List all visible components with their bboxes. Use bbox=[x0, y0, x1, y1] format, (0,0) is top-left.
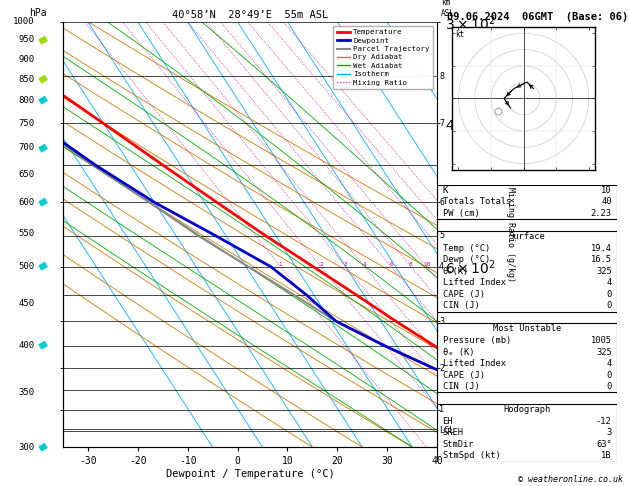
Text: Temp (°C): Temp (°C) bbox=[443, 243, 490, 253]
Text: Most Unstable: Most Unstable bbox=[493, 325, 561, 333]
Text: 325: 325 bbox=[596, 267, 611, 276]
Text: 800: 800 bbox=[19, 96, 35, 105]
Text: 10: 10 bbox=[601, 186, 611, 195]
Text: © weatheronline.co.uk: © weatheronline.co.uk bbox=[518, 474, 623, 484]
Text: 600: 600 bbox=[19, 198, 35, 207]
Text: CAPE (J): CAPE (J) bbox=[443, 371, 484, 380]
Text: ██: ██ bbox=[38, 143, 48, 153]
Text: 1: 1 bbox=[439, 405, 444, 415]
Text: 4: 4 bbox=[439, 262, 444, 271]
Text: 700: 700 bbox=[19, 143, 35, 152]
Text: ██: ██ bbox=[38, 35, 48, 45]
Text: 2.23: 2.23 bbox=[591, 209, 611, 218]
Text: θₑ(K): θₑ(K) bbox=[443, 267, 469, 276]
Text: Lifted Index: Lifted Index bbox=[443, 278, 506, 287]
Text: 3: 3 bbox=[606, 428, 611, 437]
Text: Dewp (°C): Dewp (°C) bbox=[443, 255, 490, 264]
Text: Pressure (mb): Pressure (mb) bbox=[443, 336, 511, 345]
Text: 950: 950 bbox=[19, 35, 35, 45]
Text: 325: 325 bbox=[596, 347, 611, 357]
Text: Lifted Index: Lifted Index bbox=[443, 359, 506, 368]
Text: K: K bbox=[443, 186, 448, 195]
Text: 750: 750 bbox=[19, 119, 35, 128]
Text: 4: 4 bbox=[606, 278, 611, 287]
Text: km
ASL: km ASL bbox=[441, 0, 455, 17]
Legend: Temperature, Dewpoint, Parcel Trajectory, Dry Adiabat, Wet Adiabat, Isotherm, Mi: Temperature, Dewpoint, Parcel Trajectory… bbox=[333, 26, 433, 89]
Text: ██: ██ bbox=[38, 74, 48, 84]
Text: 1: 1 bbox=[279, 261, 282, 267]
X-axis label: Dewpoint / Temperature (°C): Dewpoint / Temperature (°C) bbox=[165, 469, 335, 479]
Text: 5: 5 bbox=[439, 231, 444, 241]
Text: hPa: hPa bbox=[29, 8, 47, 17]
Text: 3: 3 bbox=[439, 317, 444, 326]
Text: 900: 900 bbox=[19, 54, 35, 64]
Text: 1005: 1005 bbox=[591, 336, 611, 345]
Text: 6: 6 bbox=[439, 198, 444, 207]
Text: 650: 650 bbox=[19, 170, 35, 178]
Text: LCL: LCL bbox=[439, 426, 454, 435]
Text: 350: 350 bbox=[19, 388, 35, 397]
Text: StmSpd (kt): StmSpd (kt) bbox=[443, 451, 500, 460]
Text: 3: 3 bbox=[344, 261, 348, 267]
Text: ██: ██ bbox=[38, 341, 48, 350]
Text: 0: 0 bbox=[606, 371, 611, 380]
Text: 4: 4 bbox=[362, 261, 366, 267]
Text: 8: 8 bbox=[409, 261, 413, 267]
Text: 850: 850 bbox=[19, 75, 35, 84]
Text: 0: 0 bbox=[606, 382, 611, 391]
Text: SREH: SREH bbox=[443, 428, 464, 437]
Text: 500: 500 bbox=[19, 262, 35, 271]
Y-axis label: Mixing Ratio (g/kg): Mixing Ratio (g/kg) bbox=[506, 187, 515, 282]
Text: 400: 400 bbox=[19, 341, 35, 350]
Text: 2: 2 bbox=[319, 261, 323, 267]
Text: 8: 8 bbox=[439, 72, 444, 81]
Text: 19.4: 19.4 bbox=[591, 243, 611, 253]
Text: kt: kt bbox=[455, 30, 464, 38]
Text: CIN (J): CIN (J) bbox=[443, 382, 479, 391]
Text: Totals Totals: Totals Totals bbox=[443, 197, 511, 207]
Text: PW (cm): PW (cm) bbox=[443, 209, 479, 218]
Text: Surface: Surface bbox=[509, 232, 545, 241]
Text: 1000: 1000 bbox=[13, 17, 35, 26]
Text: 1B: 1B bbox=[601, 451, 611, 460]
Text: 10: 10 bbox=[423, 261, 430, 267]
Text: -12: -12 bbox=[596, 417, 611, 426]
Text: 7: 7 bbox=[439, 119, 444, 128]
Text: 40: 40 bbox=[601, 197, 611, 207]
Text: ██: ██ bbox=[38, 442, 48, 452]
Text: StmDir: StmDir bbox=[443, 440, 474, 449]
Title: 40°58’N  28°49’E  55m ASL: 40°58’N 28°49’E 55m ASL bbox=[172, 10, 328, 20]
Text: CAPE (J): CAPE (J) bbox=[443, 290, 484, 299]
Text: 0: 0 bbox=[606, 290, 611, 299]
Text: θₑ (K): θₑ (K) bbox=[443, 347, 474, 357]
Text: EH: EH bbox=[443, 417, 453, 426]
Text: ██: ██ bbox=[38, 262, 48, 272]
Text: 6: 6 bbox=[389, 261, 393, 267]
Text: 16.5: 16.5 bbox=[591, 255, 611, 264]
Text: CIN (J): CIN (J) bbox=[443, 301, 479, 311]
Text: 300: 300 bbox=[19, 443, 35, 451]
Text: 63°: 63° bbox=[596, 440, 611, 449]
Text: ██: ██ bbox=[38, 96, 48, 105]
Text: Hodograph: Hodograph bbox=[503, 405, 551, 414]
Text: 0: 0 bbox=[606, 301, 611, 311]
Text: 2: 2 bbox=[439, 364, 444, 373]
Text: 09.06.2024  06GMT  (Base: 06): 09.06.2024 06GMT (Base: 06) bbox=[447, 12, 628, 22]
Text: 4: 4 bbox=[606, 359, 611, 368]
Text: ██: ██ bbox=[38, 197, 48, 207]
Text: 550: 550 bbox=[19, 228, 35, 238]
Text: 450: 450 bbox=[19, 299, 35, 309]
